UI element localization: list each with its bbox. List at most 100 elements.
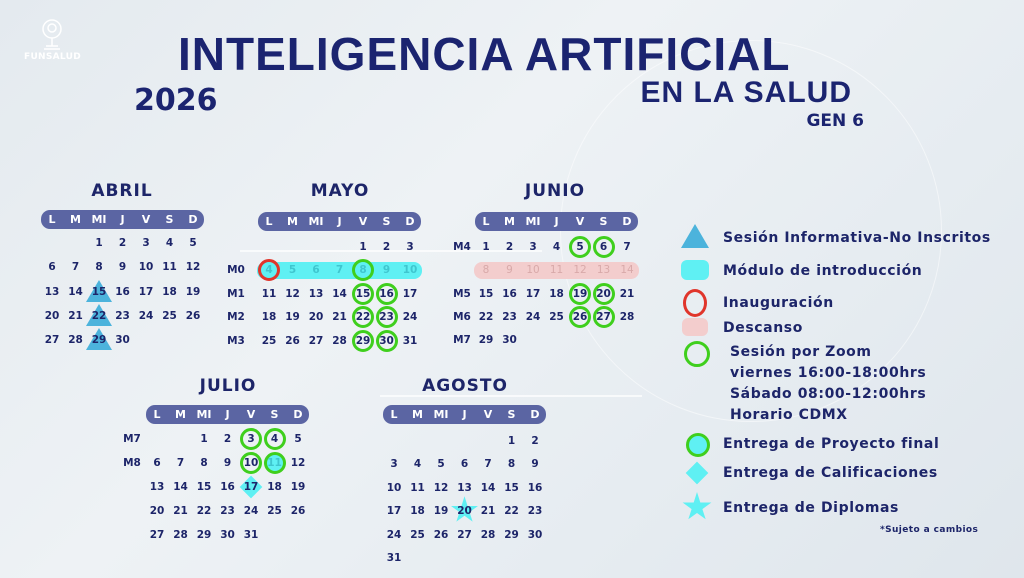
day-cell[interactable]: 21 xyxy=(65,305,87,327)
day-cell[interactable]: 22 xyxy=(501,500,523,522)
day-cell[interactable]: 13 xyxy=(593,259,615,281)
day-cell[interactable]: 15 xyxy=(86,279,112,303)
day-cell[interactable]: 13 xyxy=(41,281,63,303)
day-cell[interactable]: 8 xyxy=(352,259,374,282)
day-cell[interactable]: 12 xyxy=(430,477,452,499)
day-cell[interactable]: 28 xyxy=(329,330,351,352)
day-cell[interactable]: 16 xyxy=(499,283,521,305)
day-cell[interactable]: 6 xyxy=(146,452,168,474)
day-cell[interactable]: 18 xyxy=(264,476,286,498)
day-cell[interactable]: 17 xyxy=(399,283,421,305)
day-cell[interactable]: 23 xyxy=(217,500,239,522)
day-cell[interactable]: 8 xyxy=(475,259,497,281)
day-cell[interactable]: 19 xyxy=(430,500,452,522)
day-cell[interactable]: 2 xyxy=(217,428,239,450)
day-cell[interactable]: 5 xyxy=(182,232,204,254)
day-cell[interactable]: 18 xyxy=(159,281,181,303)
day-cell[interactable]: 14 xyxy=(170,476,192,498)
day-cell[interactable]: 6 xyxy=(41,256,63,278)
day-cell[interactable]: 28 xyxy=(65,329,87,351)
day-cell[interactable]: 6 xyxy=(454,453,476,475)
day-cell[interactable]: 10 xyxy=(399,259,421,281)
day-cell[interactable]: 9 xyxy=(376,259,398,281)
day-cell[interactable]: 18 xyxy=(546,283,568,305)
day-cell[interactable]: 17 xyxy=(383,500,405,522)
day-cell[interactable]: 1 xyxy=(193,428,215,450)
day-cell[interactable]: 17 xyxy=(239,475,263,499)
day-cell[interactable]: 3 xyxy=(135,232,157,254)
day-cell[interactable]: 13 xyxy=(305,283,327,305)
day-cell[interactable]: 27 xyxy=(305,330,327,352)
day-cell[interactable]: 23 xyxy=(375,306,398,329)
day-cell[interactable]: 9 xyxy=(499,259,521,281)
day-cell[interactable]: 14 xyxy=(65,281,87,303)
day-cell[interactable]: 7 xyxy=(65,256,87,278)
day-cell[interactable]: 4 xyxy=(159,232,181,254)
day-cell[interactable]: 29 xyxy=(193,524,215,546)
day-cell[interactable]: 22 xyxy=(193,500,215,522)
day-cell[interactable]: 12 xyxy=(569,259,591,281)
day-cell[interactable]: 6 xyxy=(305,259,327,281)
day-cell[interactable]: 27 xyxy=(41,329,63,351)
day-cell[interactable]: 20 xyxy=(146,500,168,522)
day-cell[interactable]: 10 xyxy=(240,452,262,474)
day-cell[interactable]: 31 xyxy=(399,330,421,352)
day-cell[interactable]: 14 xyxy=(477,477,499,499)
day-cell[interactable]: 24 xyxy=(522,306,544,328)
day-cell[interactable]: 19 xyxy=(569,282,591,305)
day-cell[interactable]: 26 xyxy=(569,305,591,328)
day-cell[interactable]: 25 xyxy=(258,330,280,352)
day-cell[interactable]: 11 xyxy=(258,283,280,305)
day-cell[interactable]: 15 xyxy=(475,283,497,305)
day-cell[interactable]: 10 xyxy=(383,477,405,499)
day-cell[interactable]: 4 xyxy=(258,259,280,282)
day-cell[interactable]: 12 xyxy=(287,452,309,474)
day-cell[interactable]: 31 xyxy=(240,524,262,546)
day-cell[interactable]: 21 xyxy=(616,283,638,305)
day-cell[interactable]: 7 xyxy=(616,236,638,258)
day-cell[interactable]: 9 xyxy=(112,256,134,278)
day-cell[interactable]: 24 xyxy=(399,306,421,328)
day-cell[interactable]: 30 xyxy=(499,329,521,351)
day-cell[interactable]: 27 xyxy=(592,305,615,328)
day-cell[interactable]: 16 xyxy=(112,281,134,303)
day-cell[interactable]: 29 xyxy=(352,329,374,352)
day-cell[interactable]: 7 xyxy=(329,259,351,281)
day-cell[interactable]: 20 xyxy=(41,305,63,327)
day-cell[interactable]: 22 xyxy=(352,306,374,329)
day-cell[interactable]: 16 xyxy=(217,476,239,498)
day-cell[interactable]: 17 xyxy=(135,281,157,303)
day-cell[interactable]: 25 xyxy=(407,524,429,546)
day-cell[interactable]: 1 xyxy=(475,236,497,258)
day-cell[interactable]: 15 xyxy=(352,282,374,305)
day-cell[interactable]: 8 xyxy=(501,453,523,475)
day-cell[interactable]: 23 xyxy=(112,305,134,327)
day-cell[interactable]: 23 xyxy=(499,306,521,328)
day-cell[interactable]: 5 xyxy=(287,428,309,450)
day-cell[interactable]: 7 xyxy=(170,452,192,474)
day-cell[interactable]: 16 xyxy=(375,282,398,305)
day-cell[interactable]: 29 xyxy=(475,329,497,351)
day-cell[interactable]: 9 xyxy=(524,453,546,475)
day-cell[interactable]: 19 xyxy=(282,306,304,328)
day-cell[interactable]: 11 xyxy=(159,256,181,278)
day-cell[interactable]: 3 xyxy=(383,453,405,475)
day-cell[interactable]: 30 xyxy=(375,329,398,352)
day-cell[interactable]: 25 xyxy=(546,306,568,328)
day-cell[interactable]: 8 xyxy=(193,452,215,474)
day-cell[interactable]: 8 xyxy=(88,256,110,278)
day-cell[interactable]: 1 xyxy=(352,236,374,258)
day-cell[interactable]: 22 xyxy=(86,303,112,327)
day-cell[interactable]: 5 xyxy=(282,259,304,281)
day-cell[interactable]: 16 xyxy=(524,477,546,499)
day-cell[interactable]: 1 xyxy=(501,430,523,452)
day-cell[interactable]: 27 xyxy=(146,524,168,546)
day-cell[interactable]: 13 xyxy=(454,477,476,499)
day-cell[interactable]: 22 xyxy=(475,306,497,328)
day-cell[interactable]: 4 xyxy=(546,236,568,258)
day-cell[interactable]: 11 xyxy=(407,477,429,499)
day-cell[interactable]: 25 xyxy=(159,305,181,327)
day-cell[interactable]: 31 xyxy=(383,547,405,569)
day-cell[interactable]: 26 xyxy=(282,330,304,352)
day-cell[interactable]: 7 xyxy=(477,453,499,475)
